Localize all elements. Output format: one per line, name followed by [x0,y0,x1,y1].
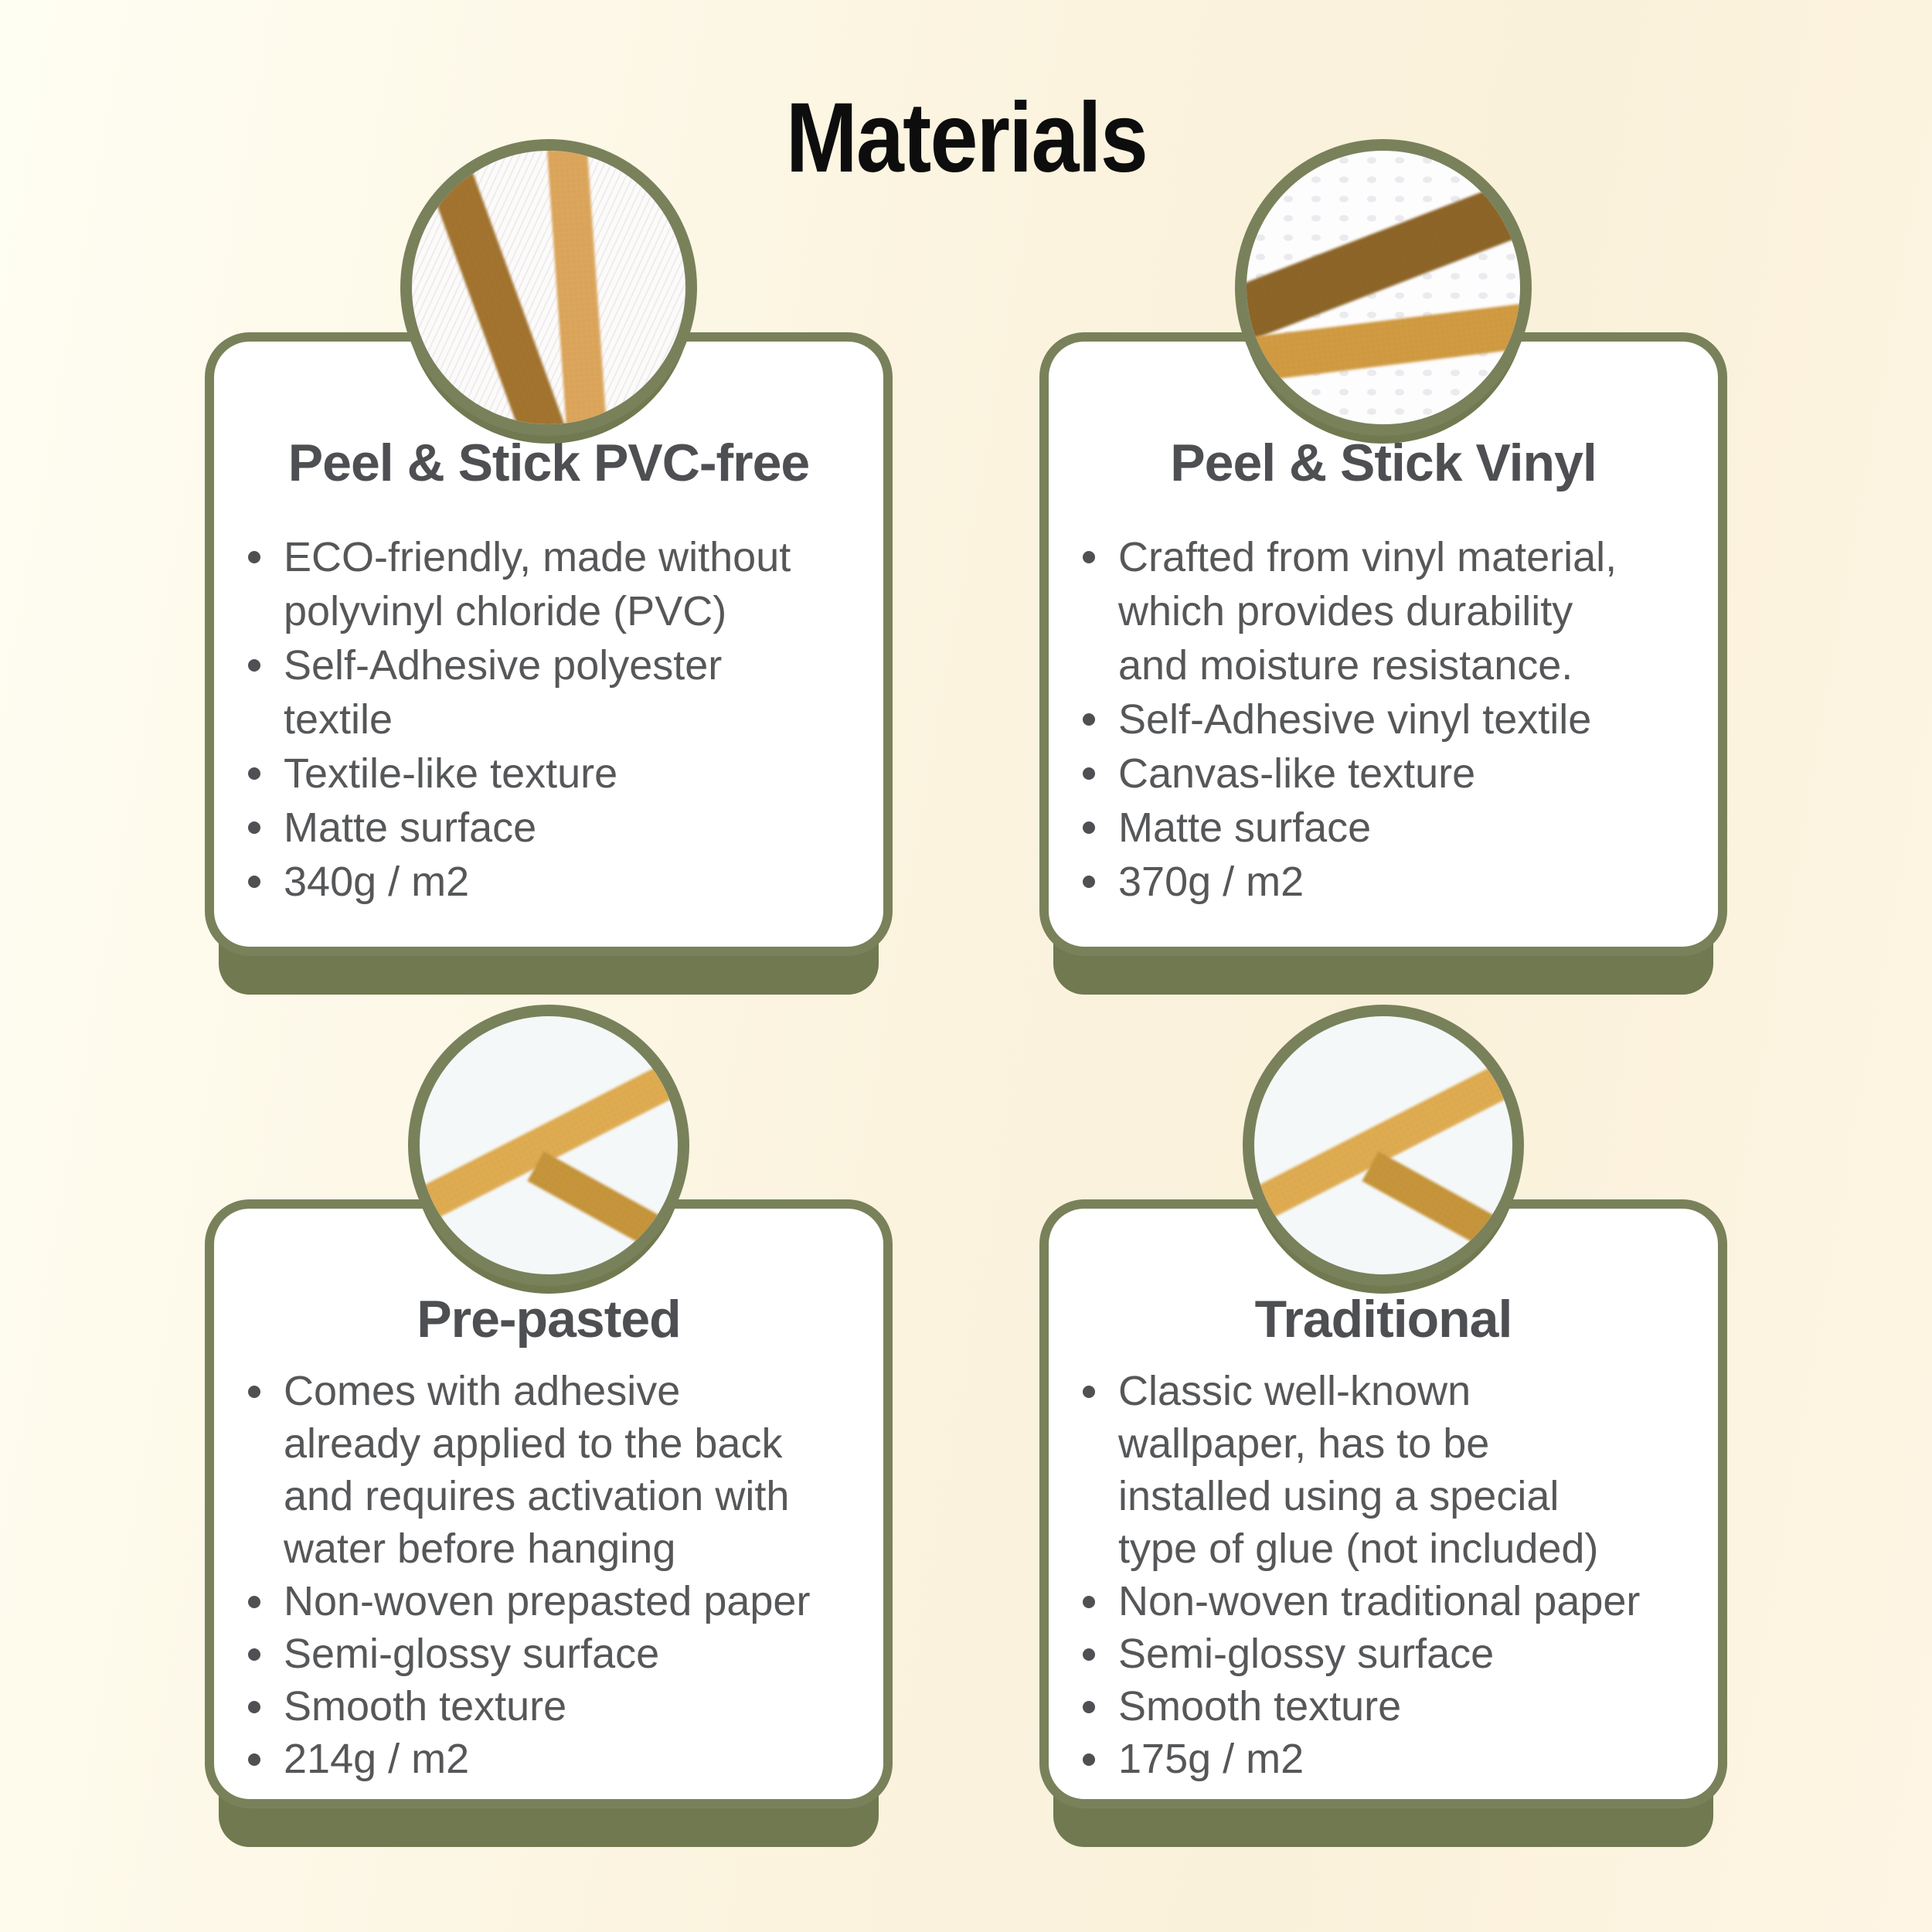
gold-stripe-decoration [1254,1034,1512,1235]
card-body: Traditional Classic well-known wallpaper… [1049,1209,1718,1785]
card-body: Peel & Stick Vinyl Crafted from vinyl ma… [1049,342,1718,909]
card-body: Peel & Stick PVC-free ECO-friendly, made… [214,342,883,909]
textile-swatch-image [400,139,697,436]
card-title: Pre-pasted [417,1290,681,1349]
bullet-item: Comes with adhesive already applied to t… [245,1365,852,1575]
bullet-item: Matte surface [245,801,852,855]
bullet-item: Textile-like texture [245,747,852,801]
bullet-item: Classic well-known wallpaper, has to be … [1080,1365,1687,1575]
bullet-list: Classic well-known wallpaper, has to be … [1080,1365,1687,1785]
bullet-item: Non-woven prepasted paper [245,1575,852,1628]
bullet-item: Self-Adhesive polyester textile [245,638,852,747]
bullet-item: Self-Adhesive vinyl textile [1080,692,1687,747]
bullet-item: 175g / m2 [1080,1733,1687,1785]
card-title: Peel & Stick PVC-free [287,434,810,492]
bullet-item: Smooth texture [245,1680,852,1733]
gold-stripe-decoration [546,151,609,424]
bullet-item: Crafted from vinyl material, which provi… [1080,530,1687,692]
bullet-item: Matte surface [1080,801,1687,855]
smooth-paper-swatch-image [1243,1005,1524,1286]
deep-gold-branch-stripe-decoration [527,1151,678,1270]
bullet-item: 340g / m2 [245,855,852,909]
card-title: Peel & Stick Vinyl [1170,434,1597,492]
material-card-peel-stick-vinyl: Peel & Stick Vinyl Crafted from vinyl ma… [1039,139,1727,956]
bullet-item: Non-woven traditional paper [1080,1575,1687,1628]
material-card-traditional: Traditional Classic well-known wallpaper… [1039,1005,1727,1808]
page-title-text: Materials [785,83,1148,194]
bullet-item: Canvas-like texture [1080,747,1687,801]
card-title: Traditional [1254,1290,1513,1349]
card-body: Pre-pasted Comes with adhesive already a… [214,1209,883,1785]
bullet-item: 370g / m2 [1080,855,1687,909]
page-title: Materials [0,81,1932,195]
deep-gold-branch-stripe-decoration [1362,1151,1512,1270]
bullet-list: ECO-friendly, made without polyvinyl chl… [245,530,852,909]
bullet-item: 214g / m2 [245,1733,852,1785]
material-card-peel-stick-pvc-free: Peel & Stick PVC-free ECO-friendly, made… [205,139,893,956]
bullet-list: Crafted from vinyl material, which provi… [1080,530,1687,909]
bullet-item: ECO-friendly, made without polyvinyl chl… [245,530,852,638]
bullet-item: Semi-glossy surface [245,1628,852,1680]
bullet-item: Smooth texture [1080,1680,1687,1733]
gold-stripe-decoration [420,1034,678,1235]
vinyl-canvas-swatch-image [1235,139,1532,436]
bullet-list: Comes with adhesive already applied to t… [245,1365,852,1785]
bullet-item: Semi-glossy surface [1080,1628,1687,1680]
smooth-paper-swatch-image [408,1005,689,1286]
material-card-pre-pasted: Pre-pasted Comes with adhesive already a… [205,1005,893,1808]
